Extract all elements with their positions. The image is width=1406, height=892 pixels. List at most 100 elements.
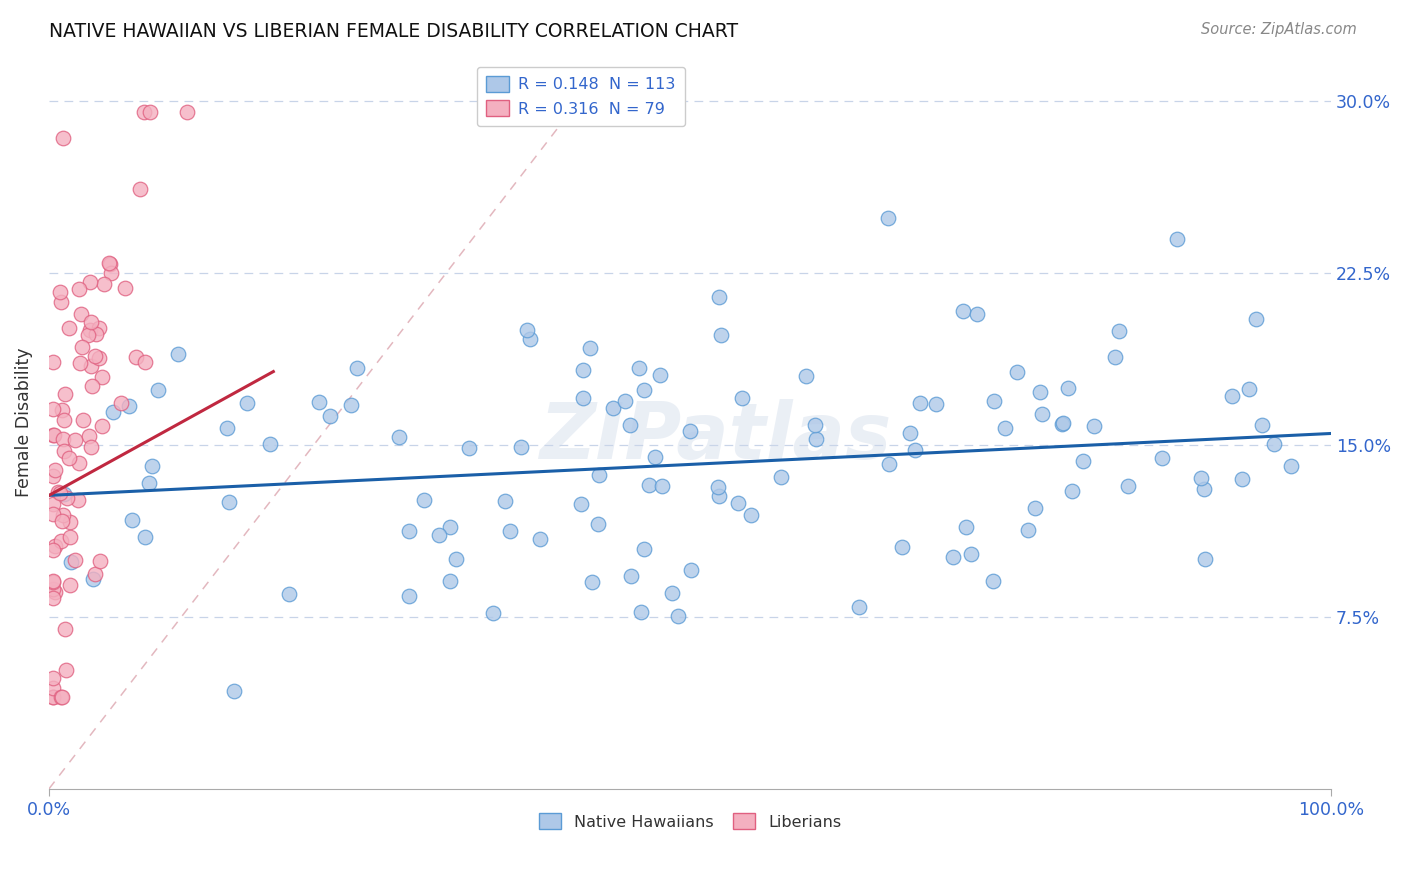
Point [908,396,931,410]
Point [222,683,245,698]
Point [121,513,143,527]
Point [42,591,65,605]
Point [65,553,87,567]
Point [1116,479,1139,493]
Point [42,582,65,597]
Point [129,182,152,196]
Point [1220,389,1243,403]
Point [44,539,66,553]
Point [578,341,600,355]
Point [72,413,94,427]
Point [955,520,977,534]
Point [42,574,65,589]
Point [42,428,65,442]
Point [1071,454,1094,468]
Point [42,507,65,521]
Point [134,355,156,369]
Point [879,457,901,471]
Point [661,586,683,600]
Point [681,563,703,577]
Point [46,484,69,499]
Point [98,257,121,271]
Point [82,572,104,586]
Text: Source: ZipAtlas.com: Source: ZipAtlas.com [1201,22,1357,37]
Point [42,497,65,511]
Point [619,418,641,433]
Point [77,429,100,443]
Point [55,664,77,678]
Point [1017,523,1039,537]
Point [110,396,132,410]
Point [277,587,299,601]
Point [679,424,702,438]
Point [572,363,595,377]
Point [638,478,661,492]
Point [994,421,1017,435]
Point [1052,416,1074,430]
Point [235,396,257,410]
Point [529,533,551,547]
Point [215,421,238,435]
Point [218,495,240,509]
Point [806,432,828,446]
Point [876,211,898,226]
Point [1007,365,1029,379]
Point [42,355,65,369]
Point [70,307,93,321]
Point [966,307,988,321]
Point [51,295,73,310]
Point [84,327,107,342]
Point [42,690,65,705]
Point [398,524,420,539]
Point [630,605,652,619]
Point [794,369,817,384]
Point [69,356,91,370]
Point [666,608,689,623]
Point [80,379,103,393]
Point [891,540,914,554]
Point [981,574,1004,589]
Y-axis label: Female Disability: Female Disability [15,347,32,497]
Point [1104,351,1126,365]
Point [848,599,870,614]
Point [89,351,111,365]
Point [52,444,75,458]
Point [1083,418,1105,433]
Point [627,361,650,376]
Point [709,290,731,304]
Point [613,394,636,409]
Point [134,105,156,120]
Point [51,402,73,417]
Point [98,256,121,270]
Point [80,359,103,374]
Point [67,456,90,470]
Point [80,315,103,329]
Point [1108,325,1130,339]
Point [1189,471,1212,485]
Point [581,574,603,589]
Point [1052,417,1074,431]
Point [804,418,827,433]
Point [146,383,169,397]
Point [139,105,162,120]
Point [49,486,72,500]
Point [67,492,90,507]
Point [707,489,730,503]
Point [572,391,595,405]
Point [620,569,643,583]
Point [959,547,981,561]
Point [427,528,450,542]
Point [42,574,65,589]
Point [1150,450,1173,465]
Point [51,534,73,549]
Point [494,494,516,508]
Point [67,282,90,296]
Point [446,552,468,566]
Point [87,321,110,335]
Point [79,275,101,289]
Point [42,469,65,483]
Point [458,441,481,455]
Point [516,323,538,337]
Point [602,401,624,415]
Point [59,515,82,529]
